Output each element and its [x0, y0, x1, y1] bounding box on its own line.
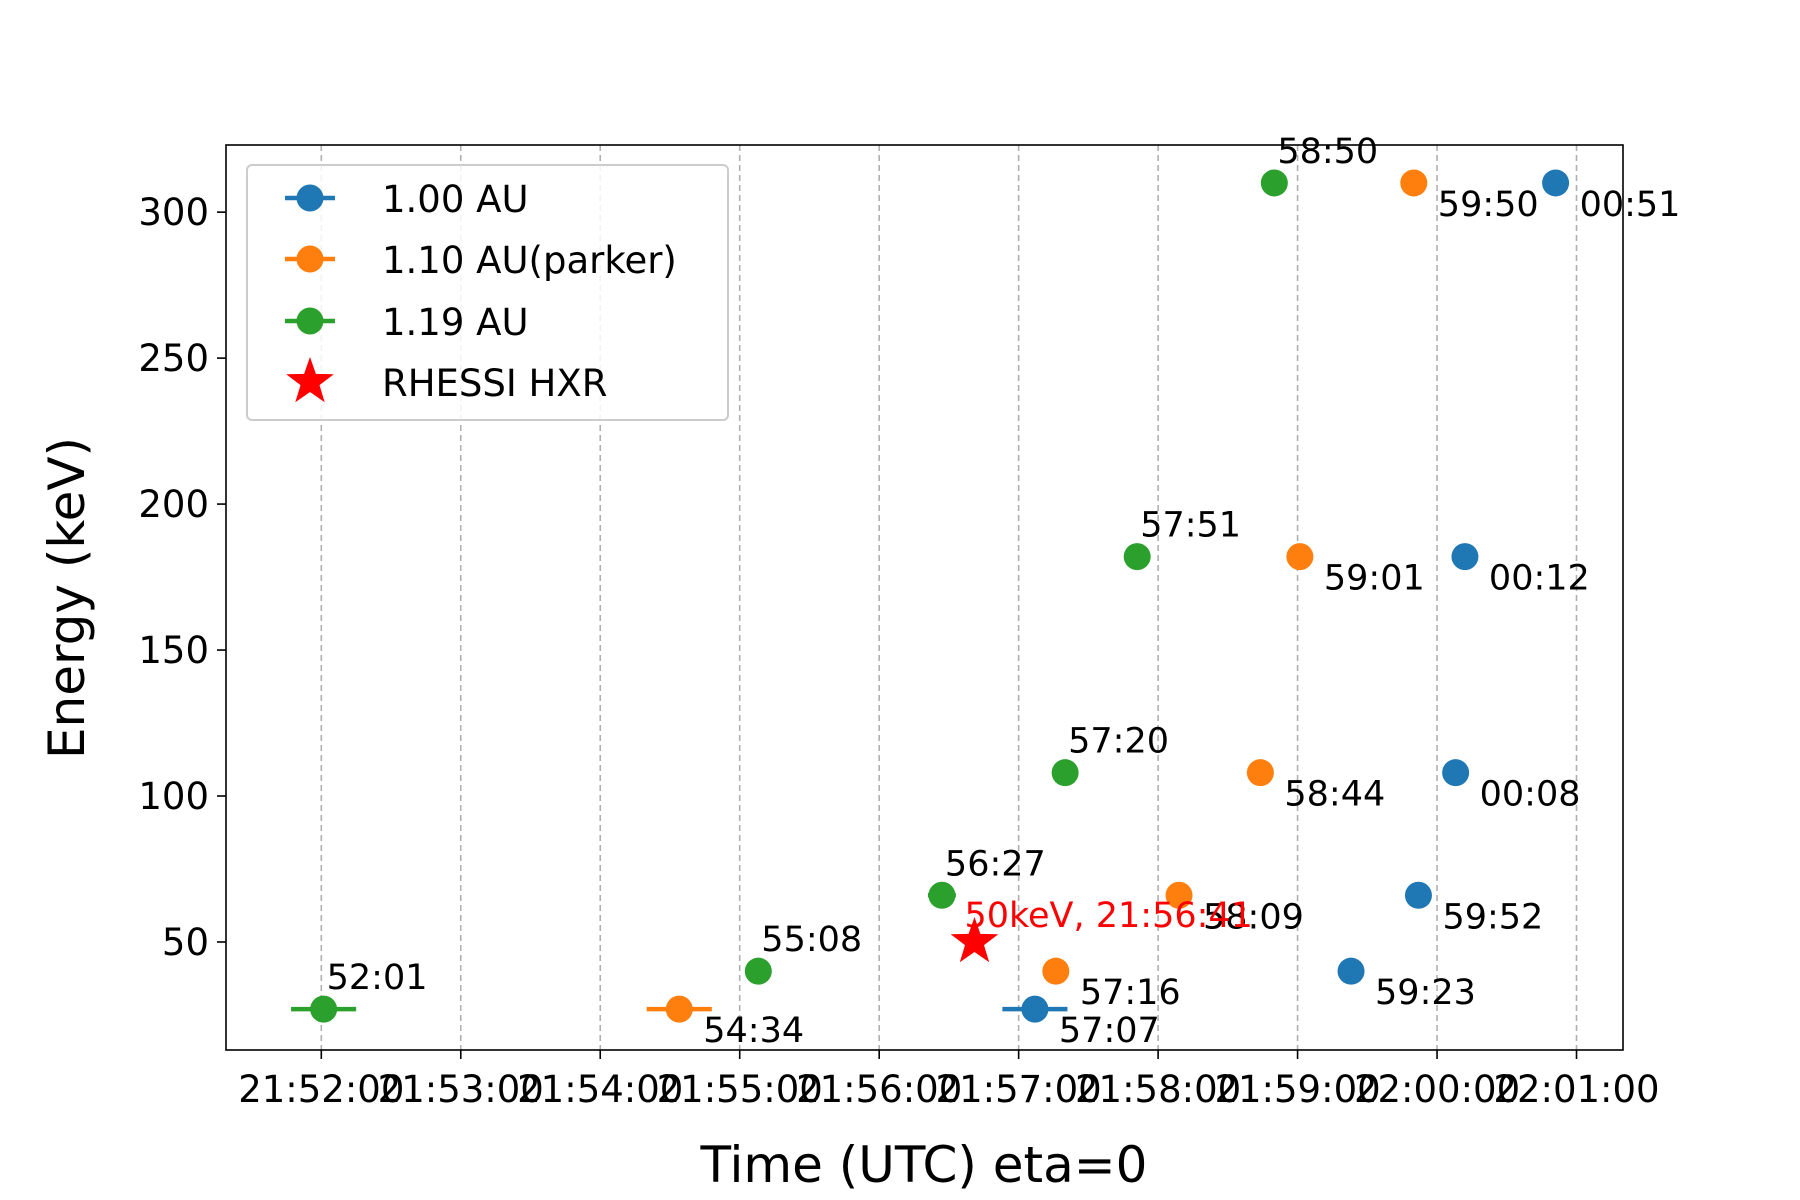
point-label: 55:08 [761, 920, 862, 960]
x-tick-label: 22:00:00 [1354, 1068, 1520, 1111]
y-tick-label: 50 [162, 921, 209, 964]
point-label: 00:08 [1480, 775, 1581, 815]
data-point [1542, 169, 1570, 197]
annotation-layer: 50keV, 21:56:41 [950, 896, 1253, 963]
data-point [1404, 881, 1432, 909]
point-label: 58:44 [1284, 775, 1385, 815]
data-point [1337, 957, 1365, 985]
legend-label: 1.10 AU(parker) [382, 239, 677, 282]
data-point [665, 995, 693, 1023]
legend-swatch-marker [296, 307, 324, 335]
legend-swatch-marker [296, 245, 324, 273]
x-tick-label: 21:52:00 [238, 1068, 404, 1111]
series-1-19-au: 52:01 55:08 56:27 57:20 57:51 58:50 [291, 132, 1378, 1023]
point-label: 00:51 [1580, 185, 1681, 225]
data-point [1442, 759, 1470, 787]
data-point [1400, 169, 1428, 197]
x-axis-label: Time (UTC) eta=0 [700, 1136, 1148, 1194]
legend-label: RHESSI HXR [382, 362, 607, 405]
x-tick-label: 21:53:00 [378, 1068, 544, 1111]
y-tick-label: 200 [138, 483, 209, 526]
x-tick-label: 21:54:00 [517, 1068, 683, 1111]
legend-frame [246, 164, 729, 421]
point-label: 59:01 [1324, 559, 1425, 599]
x-tick-label: 21:59:00 [1214, 1068, 1380, 1111]
point-label: 58:50 [1277, 132, 1378, 172]
point-label: 59:50 [1438, 185, 1539, 225]
point-label: 52:01 [327, 958, 428, 998]
point-label: 56:27 [945, 844, 1046, 884]
rhessi-hxr-label: 50keV, 21:56:41 [964, 896, 1252, 936]
y-tick-label: 150 [138, 629, 209, 672]
legend-swatch-marker [296, 184, 324, 212]
series-1-00-au: 57:07 59:23 59:52 00:08 00:12 00:51 [1002, 169, 1680, 1051]
point-label: 57:20 [1068, 722, 1169, 762]
point-label: 00:12 [1489, 559, 1590, 599]
y-tick-label: 300 [138, 191, 209, 234]
x-tick-label: 21:58:00 [1075, 1068, 1241, 1111]
point-label: 54:34 [703, 1011, 804, 1051]
x-tick-label: 21:56:00 [796, 1068, 962, 1111]
data-point [928, 881, 956, 909]
point-label: 57:07 [1059, 1011, 1160, 1051]
data-point [1123, 543, 1151, 571]
rhessi-hxr-marker [950, 917, 999, 963]
legend-label: 1.00 AU [382, 178, 529, 221]
plot-frame [225, 144, 1624, 1051]
x-tick-label: 21:57:00 [936, 1068, 1102, 1111]
x-tick-label: 22:01:00 [1493, 1068, 1659, 1111]
data-point [1042, 957, 1070, 985]
y-tick-label: 250 [138, 337, 209, 380]
y-axis-label: Energy (keV) [38, 437, 96, 759]
y-tick-label: 100 [138, 775, 209, 818]
x-tick-label: 21:55:00 [657, 1068, 823, 1111]
point-label: 57:51 [1140, 506, 1241, 546]
x-axis: 21:52:0021:53:0021:54:0021:55:0021:56:00… [238, 1050, 1660, 1111]
data-point [1246, 759, 1274, 787]
data-point [310, 995, 338, 1023]
data-point [1165, 881, 1193, 909]
data-point [744, 957, 772, 985]
data-point [1021, 995, 1049, 1023]
point-label: 58:09 [1203, 897, 1304, 937]
data-point [1051, 759, 1079, 787]
legend: 1.00 AU 1.10 AU(parker) 1.19 AU RHESSI HXR [246, 164, 729, 421]
y-axis: 50 100 150 200 250 300 [138, 191, 226, 964]
legend-swatch-star [286, 357, 334, 403]
series-1-10-au-parker-: 54:34 57:16 58:09 58:44 59:01 59:50 [646, 169, 1539, 1051]
data-point [1451, 543, 1479, 571]
point-label: 59:52 [1442, 897, 1543, 937]
data-point [1260, 169, 1288, 197]
point-label: 57:16 [1080, 973, 1181, 1013]
series-layer: 57:07 59:23 59:52 00:08 00:12 00:51 54:34 57:16… [291, 132, 1680, 1051]
legend-label: 1.19 AU [382, 301, 529, 344]
data-point [1286, 543, 1314, 571]
point-label: 59:23 [1375, 973, 1476, 1013]
